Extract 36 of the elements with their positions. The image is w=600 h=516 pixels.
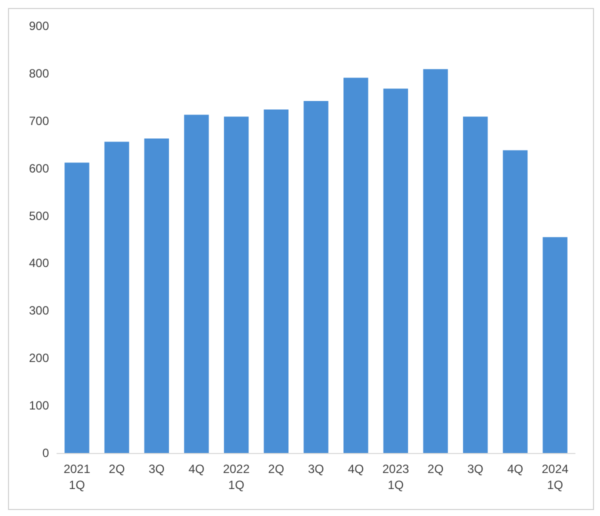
bar (542, 237, 568, 453)
bar (224, 116, 249, 453)
x-tick-label: 4Q (348, 462, 364, 476)
y-tick-label: 200 (28, 351, 50, 366)
bar (264, 110, 289, 453)
y-tick-label: 100 (28, 398, 50, 413)
bar (423, 69, 448, 453)
x-tick-label: 2021 1Q (64, 462, 91, 492)
bar (463, 116, 488, 453)
bar (104, 142, 130, 453)
bar (304, 100, 328, 453)
y-tick-label: 800 (28, 66, 50, 80)
x-tick-label: 3Q (308, 462, 324, 476)
x-tick-label: 2023 1Q (382, 462, 410, 492)
bar (343, 78, 368, 453)
bar (383, 88, 408, 453)
x-tick-label: 2022 1Q (222, 462, 250, 492)
bar (502, 150, 528, 453)
y-tick-label: 900 (28, 19, 50, 33)
x-tick-label: 3Q (467, 462, 484, 476)
x-tick-label: 4Q (188, 462, 204, 476)
y-tick-label: 400 (28, 256, 50, 270)
bar (144, 138, 169, 453)
bar (184, 114, 209, 453)
y-tick-label: 300 (28, 304, 50, 318)
y-tick-label: 500 (28, 208, 50, 223)
y-tick-label: 700 (28, 114, 50, 128)
x-tick-label: 4Q (507, 462, 524, 476)
x-tick-label: 2Q (108, 462, 125, 476)
y-tick-label: 600 (28, 161, 50, 176)
x-tick-label: 2024 1Q (542, 462, 569, 492)
bar (64, 162, 90, 453)
y-tick-label: 0 (42, 446, 50, 460)
x-tick-label: 2Q (428, 462, 444, 476)
x-tick-label: 2Q (268, 462, 284, 476)
x-tick-label: 3Q (148, 462, 165, 476)
